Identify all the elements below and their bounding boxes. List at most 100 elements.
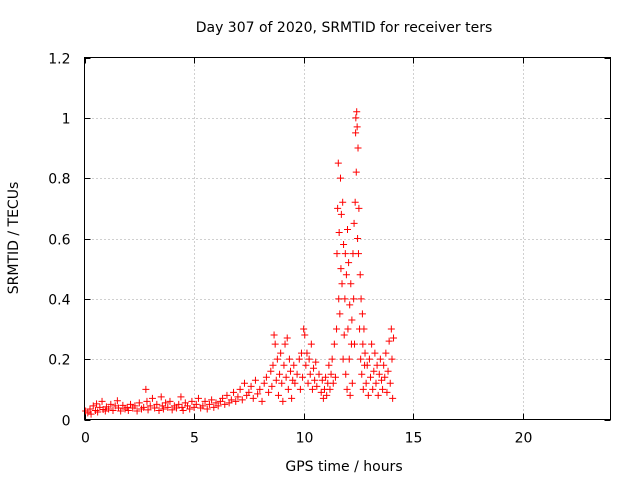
data-point (319, 394, 327, 402)
data-point (386, 379, 394, 387)
data-point (340, 331, 348, 339)
data-point (374, 391, 382, 399)
data-point (344, 325, 352, 333)
data-point (387, 325, 395, 333)
data-point (276, 370, 284, 378)
data-point (280, 361, 288, 369)
data-point (350, 219, 358, 227)
data-point (311, 376, 319, 384)
data-point (385, 337, 393, 345)
y-tick-label: 0.4 (48, 293, 70, 309)
data-point (362, 379, 370, 387)
data-point (310, 364, 318, 372)
data-point (94, 408, 102, 416)
data-point (168, 406, 176, 414)
data-point (278, 379, 286, 387)
data-point (351, 340, 359, 348)
data-point (146, 402, 154, 410)
data-point (342, 370, 350, 378)
data-point (371, 349, 379, 357)
plot-frame (84, 57, 611, 420)
data-point (144, 406, 152, 414)
data-point (380, 361, 388, 369)
data-point (299, 373, 307, 381)
data-point (296, 385, 304, 393)
data-point (358, 370, 366, 378)
y-tick-labels: 0 0.2 0.4 0.6 0.8 1 1.2 (48, 52, 70, 430)
data-point (236, 385, 244, 393)
data-point (279, 397, 287, 405)
data-point (267, 367, 275, 375)
data-point (355, 204, 363, 212)
data-point (238, 396, 246, 404)
data-point (344, 225, 351, 233)
data-point (219, 394, 227, 402)
data-point (356, 271, 364, 279)
data-point (352, 168, 360, 176)
data-point (142, 385, 150, 393)
data-point (365, 355, 373, 363)
data-point (290, 361, 298, 369)
data-point (84, 409, 92, 417)
x-tick-label: 5 (190, 431, 199, 447)
data-point (334, 159, 342, 167)
data-point (335, 295, 343, 303)
data-point (203, 405, 211, 413)
data-point (345, 355, 353, 363)
data-point (327, 370, 335, 378)
data-point (272, 376, 280, 384)
data-point (354, 144, 362, 152)
data-point (334, 204, 342, 212)
data-point (201, 397, 209, 405)
data-point (258, 397, 266, 405)
data-point (329, 379, 337, 387)
data-point (339, 198, 347, 206)
data-point (369, 385, 377, 393)
data-point (98, 397, 106, 405)
grid-lines (84, 57, 611, 420)
data-point (199, 402, 207, 410)
data-point (379, 385, 387, 393)
data-point (240, 379, 248, 387)
data-point (303, 349, 311, 357)
data-point (249, 394, 257, 402)
data-point (352, 129, 360, 137)
data-point (357, 295, 365, 303)
data-point (335, 228, 343, 236)
data-point (336, 310, 344, 318)
data-point (315, 370, 323, 378)
x-axis-label: GPS time / hours (285, 459, 402, 475)
data-point (338, 280, 346, 288)
data-point (342, 271, 350, 279)
data-point (359, 340, 367, 348)
data-point (343, 385, 351, 393)
data-point (157, 393, 165, 401)
data-point (133, 407, 141, 415)
data-point (346, 301, 354, 309)
data-point (352, 114, 360, 122)
data-point (251, 376, 259, 384)
data-point (178, 403, 186, 411)
data-point (287, 367, 295, 375)
data-point (350, 295, 358, 303)
data-point (288, 394, 296, 402)
data-point (262, 373, 270, 381)
y-tick-label: 0.6 (48, 233, 70, 249)
data-point (273, 355, 281, 363)
data-point (159, 405, 167, 413)
data-point (382, 349, 390, 357)
data-point (368, 340, 376, 348)
data-point (283, 334, 291, 342)
data-point (317, 388, 325, 396)
data-point (274, 391, 282, 399)
data-point (390, 334, 398, 342)
data-point (347, 280, 355, 288)
data-point (256, 385, 264, 393)
data-point (166, 397, 174, 405)
data-point (254, 390, 262, 398)
data-point (277, 349, 285, 357)
data-point (313, 382, 321, 390)
data-point (123, 403, 131, 411)
data-point (175, 400, 183, 408)
data-point (346, 391, 354, 399)
